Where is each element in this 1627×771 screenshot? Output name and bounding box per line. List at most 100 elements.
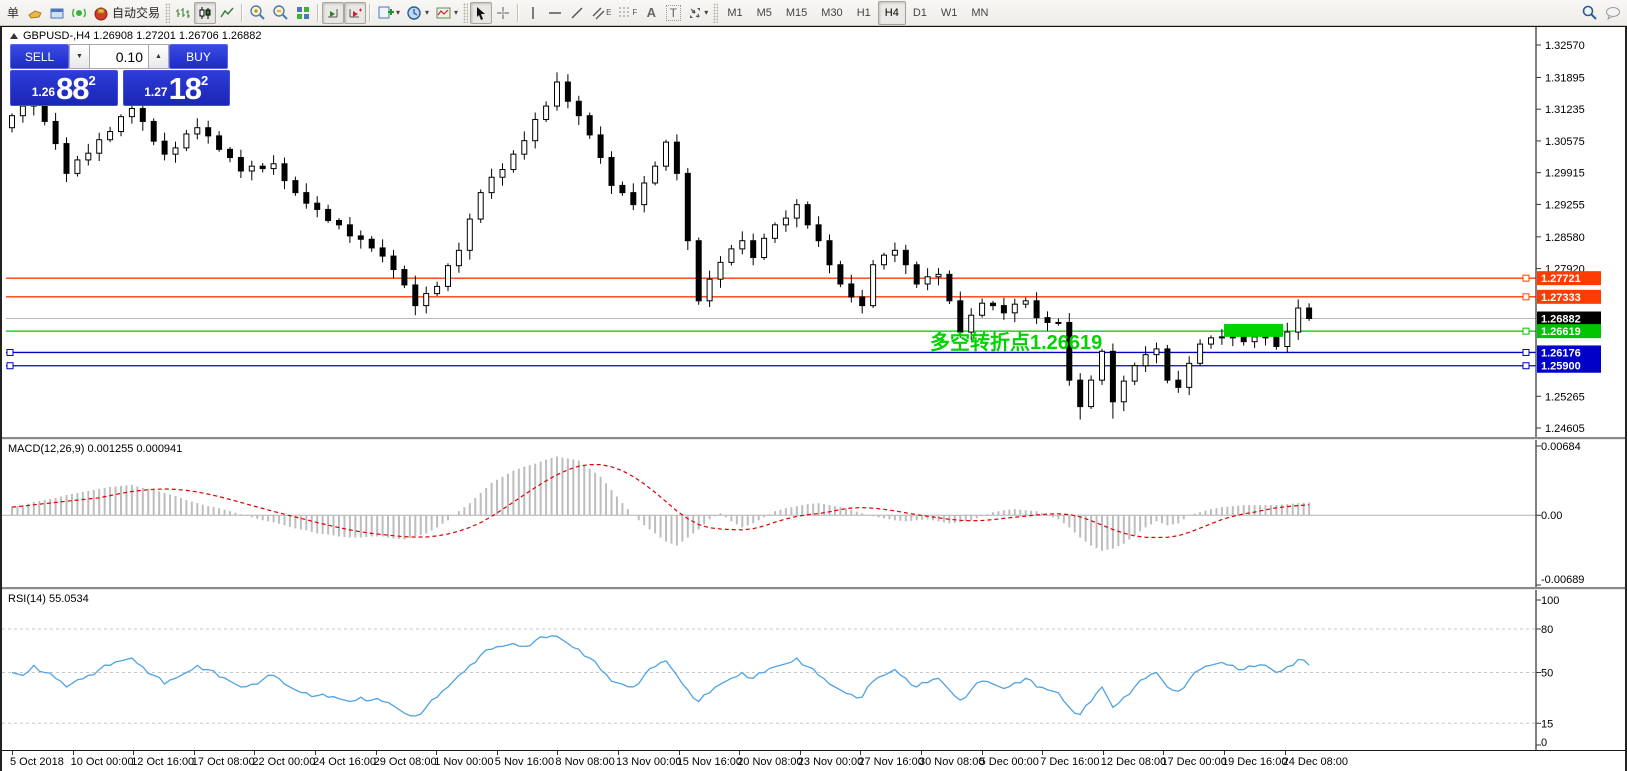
candle-body xyxy=(1251,336,1258,343)
panel-divider[interactable] xyxy=(2,587,1625,590)
volume-increase-button[interactable]: ▲ xyxy=(148,44,169,69)
timeframe-button-H1[interactable]: H1 xyxy=(856,6,871,19)
svg-text:1.31235: 1.31235 xyxy=(1545,104,1585,116)
line-handle[interactable] xyxy=(1522,362,1530,370)
candle-body xyxy=(1306,307,1313,320)
chart-profiles-button[interactable]: ▾ xyxy=(403,2,432,24)
buy-price-display[interactable]: 1.27 18 2 xyxy=(122,70,230,106)
time-tick xyxy=(193,751,195,755)
candle-body xyxy=(597,134,604,159)
rsi-chart[interactable]: 100 80 50 15 0 xyxy=(2,590,1627,750)
line-handle[interactable] xyxy=(6,348,14,356)
zoom-in-button[interactable] xyxy=(246,2,269,24)
time-label: 29 Oct 08:00 xyxy=(373,756,437,768)
dropdown-caret-icon: ▾ xyxy=(425,8,430,17)
time-axis[interactable]: 5 Oct 2018 10 Oct 00:00 12 Oct 16:00 17 Oct… xyxy=(2,750,1625,771)
text-tool-button[interactable]: A xyxy=(640,2,662,24)
history-center-icon[interactable] xyxy=(24,2,46,24)
candle-body xyxy=(630,192,637,206)
highlight-zone[interactable] xyxy=(1224,323,1283,337)
candlestick-chart[interactable]: 1.32570 1.31895 1.31235 1.30575 1.29915 1.292… xyxy=(2,27,1627,437)
timeframe-button-D1[interactable]: D1 xyxy=(912,6,927,19)
auto-scroll-button[interactable] xyxy=(322,1,345,24)
candle-body xyxy=(564,81,571,102)
market-watch-window-icon[interactable] xyxy=(46,2,68,24)
trendline-tool-button[interactable] xyxy=(566,2,588,24)
arrows-tool-button[interactable]: ▾ xyxy=(684,2,711,24)
new-chart-button[interactable]: ▾ xyxy=(374,2,403,24)
text-label-tool-button[interactable]: T xyxy=(662,2,684,24)
line-handle[interactable] xyxy=(1522,293,1530,301)
sell-price-display[interactable]: 1.26 88 2 xyxy=(10,70,118,106)
timeframe-button-M5[interactable]: M5 xyxy=(756,6,772,19)
timeframe-button-W1[interactable]: W1 xyxy=(940,6,958,19)
candle-body xyxy=(728,248,735,263)
equidistant-channel-tool-button[interactable]: E xyxy=(588,2,614,24)
svg-text:1.27721: 1.27721 xyxy=(1541,273,1581,285)
toolbar-grip xyxy=(463,2,469,23)
horizontal-line-tool-button[interactable] xyxy=(544,2,566,24)
volume-input[interactable] xyxy=(90,44,148,69)
candle-body xyxy=(455,249,462,267)
chart-shift-button[interactable] xyxy=(344,1,367,24)
search-button[interactable] xyxy=(1578,2,1601,24)
candle-body xyxy=(913,264,920,285)
candle-body xyxy=(52,120,59,145)
buy-button[interactable]: BUY xyxy=(169,44,228,69)
line-chart-button[interactable] xyxy=(216,2,238,24)
timeframe-button-H4[interactable]: H4 xyxy=(877,0,906,25)
price-chart-panel[interactable]: GBPUSD-,H4 1.26908 1.27201 1.26706 1.268… xyxy=(2,27,1625,437)
chart-annotation-text[interactable]: 多空转折点1.26619 xyxy=(930,330,1102,354)
chat-button[interactable] xyxy=(1601,2,1625,24)
signals-icon[interactable] xyxy=(68,2,90,24)
macd-panel[interactable]: MACD(12,26,9) 0.001255 0.000941 0.00684 0… xyxy=(2,440,1625,587)
time-tick xyxy=(436,751,438,755)
auto-trading-button[interactable]: 自动交易 xyxy=(90,2,163,24)
tile-windows-button[interactable] xyxy=(292,2,314,24)
sell-price-pipette: 2 xyxy=(88,73,96,88)
timeframe-button-M30[interactable]: M30 xyxy=(821,6,843,19)
timeframe-group: M1 M5 M15 M30 H1 H4 D1 W1 MN xyxy=(720,0,995,25)
time-label: 13 Nov 00:00 xyxy=(616,756,682,768)
collapse-arrow-icon[interactable] xyxy=(10,33,18,39)
templates-button[interactable]: ▾ xyxy=(432,2,461,24)
line-handle[interactable] xyxy=(1522,348,1530,356)
macd-chart[interactable]: 0.00684 0.00 -0.00689 xyxy=(2,440,1627,587)
line-handle[interactable] xyxy=(6,362,14,370)
candle-body xyxy=(924,276,931,285)
timeframe-button-M15[interactable]: M15 xyxy=(785,6,808,19)
svg-text:0.00: 0.00 xyxy=(1541,510,1562,522)
timeframe-button-M1[interactable]: M1 xyxy=(727,6,743,19)
candle-body xyxy=(1197,343,1204,364)
zoom-out-button[interactable] xyxy=(269,2,292,24)
candle-body xyxy=(870,264,877,307)
candle-body xyxy=(1153,348,1160,356)
vertical-line-tool-button[interactable] xyxy=(522,2,544,24)
crosshair-tool-button[interactable] xyxy=(492,2,514,24)
new-order-button[interactable]: 单 xyxy=(2,2,24,24)
svg-text:1.26176: 1.26176 xyxy=(1541,347,1581,359)
price-level-tag xyxy=(1537,345,1601,360)
timeframe-button-MN[interactable]: MN xyxy=(971,6,989,19)
fibonacci-tool-button[interactable]: F xyxy=(614,2,640,24)
time-label: 19 Dec 16:00 xyxy=(1222,756,1288,768)
bar-chart-button[interactable] xyxy=(172,2,194,24)
candlestick-chart-button[interactable] xyxy=(194,1,217,24)
toolbar-separator xyxy=(517,3,520,22)
line-handle[interactable] xyxy=(1522,327,1530,335)
rsi-panel[interactable]: RSI(14) 55.0534 100 80 50 15 0 xyxy=(2,590,1625,750)
sell-button[interactable]: SELL xyxy=(10,44,69,69)
volume-decrease-button[interactable]: ▼ xyxy=(69,44,90,69)
sell-label: SELL xyxy=(24,49,55,64)
panel-divider[interactable] xyxy=(2,437,1625,440)
candle-body xyxy=(1229,336,1236,339)
candle-body xyxy=(968,314,975,333)
time-tick xyxy=(1163,751,1165,755)
chart-title-text: GBPUSD-,H4 1.26908 1.27201 1.26706 1.268… xyxy=(23,30,262,42)
candle-body xyxy=(695,240,702,302)
cursor-tool-button[interactable] xyxy=(470,1,493,24)
candle-body xyxy=(848,283,855,298)
line-handle[interactable] xyxy=(1522,274,1530,282)
buy-price-prefix: 1.27 xyxy=(144,85,168,99)
candle-body xyxy=(1284,331,1291,347)
